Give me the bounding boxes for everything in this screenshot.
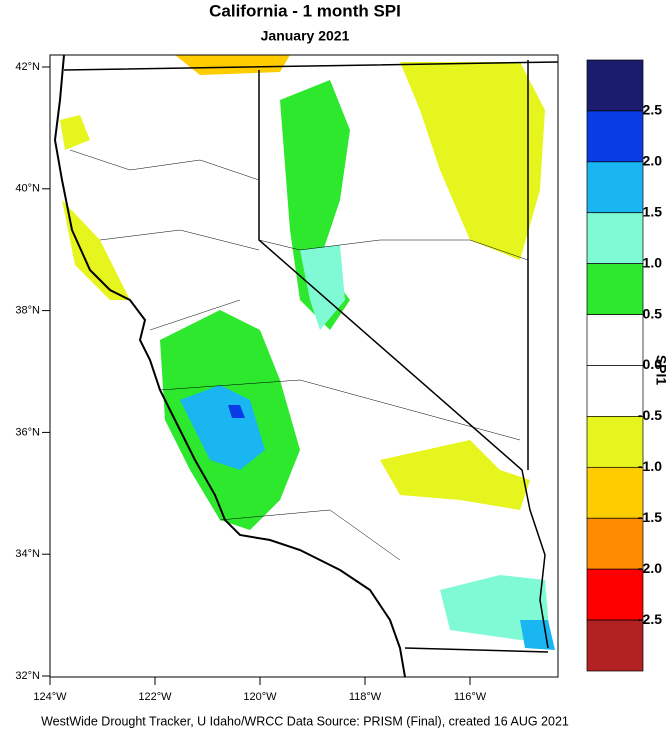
patch: [520, 620, 555, 650]
lon-tick-label: 118°W: [349, 691, 382, 703]
lat-tick-label: 42°N: [15, 61, 40, 73]
patch: [62, 200, 130, 300]
lon-tick-label: 122°W: [138, 691, 172, 703]
colorbar-bin: [586, 619, 644, 672]
coastline: [53, 54, 406, 678]
colorbar-label: -2.5: [638, 611, 662, 627]
patch: [280, 80, 350, 330]
patch: [60, 115, 90, 150]
colorbar-label: -1.5: [638, 509, 662, 525]
patch: [400, 62, 545, 260]
colorbar-label: 1.5: [643, 203, 663, 219]
colorbar-label: -0.5: [638, 407, 662, 423]
colorbar: 2.5 2.0 1.5 1.0 0.5 0.0 -0.5 -1.0 -1.5 -2.0 -2.5 SP…: [586, 59, 669, 672]
colorbar-title: SPI1: [653, 355, 669, 386]
colorbar-label: -2.0: [638, 560, 662, 576]
lat-tick-label: 40°N: [15, 183, 40, 195]
patch: [300, 245, 345, 330]
axis-ticks: 42°N 40°N 38°N 36°N 34°N 32°N 124°W 122°W 120°W 1…: [15, 61, 486, 703]
colorbar-label: 2.5: [643, 102, 663, 118]
colorbar-label: 1.0: [643, 254, 663, 270]
subtitle: January 2021: [261, 28, 350, 44]
lon-tick-label: 124°W: [33, 691, 67, 703]
patch: [228, 405, 245, 418]
colorbar-bin: [586, 161, 644, 214]
lat-tick-label: 38°N: [15, 305, 40, 317]
patch: [380, 440, 530, 510]
county-borders: [69, 149, 529, 561]
colorbar-bin: [586, 416, 644, 468]
state-borders: [63, 60, 559, 653]
patch: [175, 55, 290, 75]
title: California - 1 month SPI: [209, 1, 401, 20]
map: [49, 54, 559, 678]
lat-tick-label: 34°N: [15, 548, 40, 560]
colorbar-bin: [586, 263, 644, 315]
colorbar-bin: [586, 517, 644, 570]
patch: [180, 385, 265, 470]
colorbar-label: 0.0: [643, 356, 663, 372]
colorbar-bin: [586, 568, 644, 621]
colorbar-bin: [586, 365, 644, 417]
colorbar-bin: [586, 110, 644, 163]
footer: WestWide Drought Tracker, U Idaho/WRCC D…: [41, 714, 569, 728]
colorbar-bin: [586, 212, 644, 265]
map-frame: [49, 54, 559, 678]
colorbar-bin: [586, 466, 644, 519]
lat-tick-label: 32°N: [15, 670, 40, 682]
colorbar-bin: [586, 59, 644, 112]
lon-tick-label: 120°W: [243, 691, 277, 703]
colorbar-label: 2.0: [643, 153, 663, 169]
lat-tick-label: 36°N: [15, 426, 40, 438]
lon-tick-label: 116°W: [454, 691, 487, 703]
colorbar-label: 0.5: [643, 305, 663, 321]
colorbar-label: -1.0: [638, 458, 662, 474]
colorbar-bin: [586, 314, 644, 366]
